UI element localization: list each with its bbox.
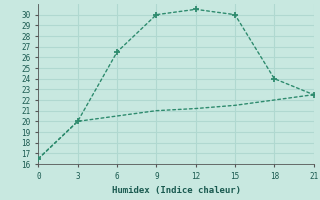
X-axis label: Humidex (Indice chaleur): Humidex (Indice chaleur) [111, 186, 241, 195]
